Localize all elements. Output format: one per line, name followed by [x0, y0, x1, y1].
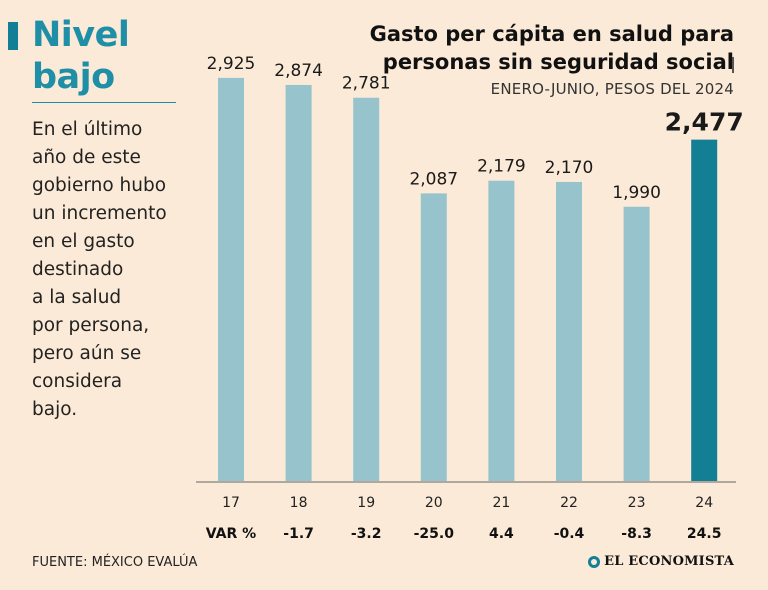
variation-value: 4.4: [489, 526, 514, 542]
side-title-line1: Nivel: [32, 15, 130, 55]
bar-22: [556, 181, 582, 481]
bar-24: [691, 139, 718, 482]
bar-18: [285, 84, 312, 481]
brand-logo: EL ECONOMISTA: [588, 554, 734, 569]
x-tick-label: 19: [357, 495, 375, 511]
variation-value: -1.7: [283, 526, 314, 542]
bar-23: [623, 206, 650, 482]
value-label-18: 2,874: [274, 61, 323, 81]
variation-row: VAR % -1.7 -3.2 -25.0 4.4 -0.4 -8.3 24.5: [206, 526, 722, 542]
x-tick-label: 20: [425, 495, 443, 511]
variation-label: VAR %: [206, 526, 256, 542]
side-title-line2: bajo: [32, 57, 115, 97]
variation-value: -0.4: [554, 526, 585, 542]
title-separator: [732, 57, 734, 73]
bar-20: [420, 193, 447, 481]
x-tick-label: 21: [492, 495, 510, 511]
variation-value: -8.3: [621, 526, 652, 542]
side-divider: [32, 102, 176, 103]
brand-name: EL ECONOMISTA: [604, 554, 734, 569]
bars-group: 2,925 2,874 2,781 2,087 2,179 2,170 1,990 2,477: [207, 54, 744, 482]
accent-bar: [8, 22, 18, 50]
value-label-22: 2,170: [545, 158, 594, 178]
value-label-24: 2,477: [665, 108, 744, 137]
x-ticks-group: 17 18 19 20 21 22 23 24: [222, 495, 713, 511]
x-tick-label: 18: [290, 495, 308, 511]
side-title: Nivel bajo: [32, 14, 177, 98]
bar-21: [488, 180, 515, 482]
variation-value: -3.2: [351, 526, 382, 542]
variation-value: -25.0: [414, 526, 455, 542]
value-label-19: 2,781: [342, 74, 391, 94]
source-note: FUENTE: MÉXICO EVALÚA: [32, 555, 198, 570]
chart-title: Gasto per cápita en salud para personas …: [369, 22, 734, 74]
brand-circle-icon: [588, 555, 601, 568]
x-tick-label: 23: [628, 495, 646, 511]
value-label-21: 2,179: [477, 157, 526, 177]
chart-subtitle: ENERO-JUNIO, PESOS DEL 2024: [490, 80, 734, 98]
side-description: En el último año de este gobierno hubo u…: [32, 119, 167, 420]
value-label-17: 2,925: [207, 54, 256, 74]
x-tick-label: 17: [222, 495, 240, 511]
value-label-20: 2,087: [409, 169, 458, 189]
bar-19: [353, 97, 380, 481]
x-tick-label: 24: [695, 495, 713, 511]
bar-17: [218, 77, 244, 481]
x-tick-label: 22: [560, 495, 578, 511]
value-label-23: 1,990: [612, 183, 661, 203]
variation-value: 24.5: [687, 526, 722, 542]
